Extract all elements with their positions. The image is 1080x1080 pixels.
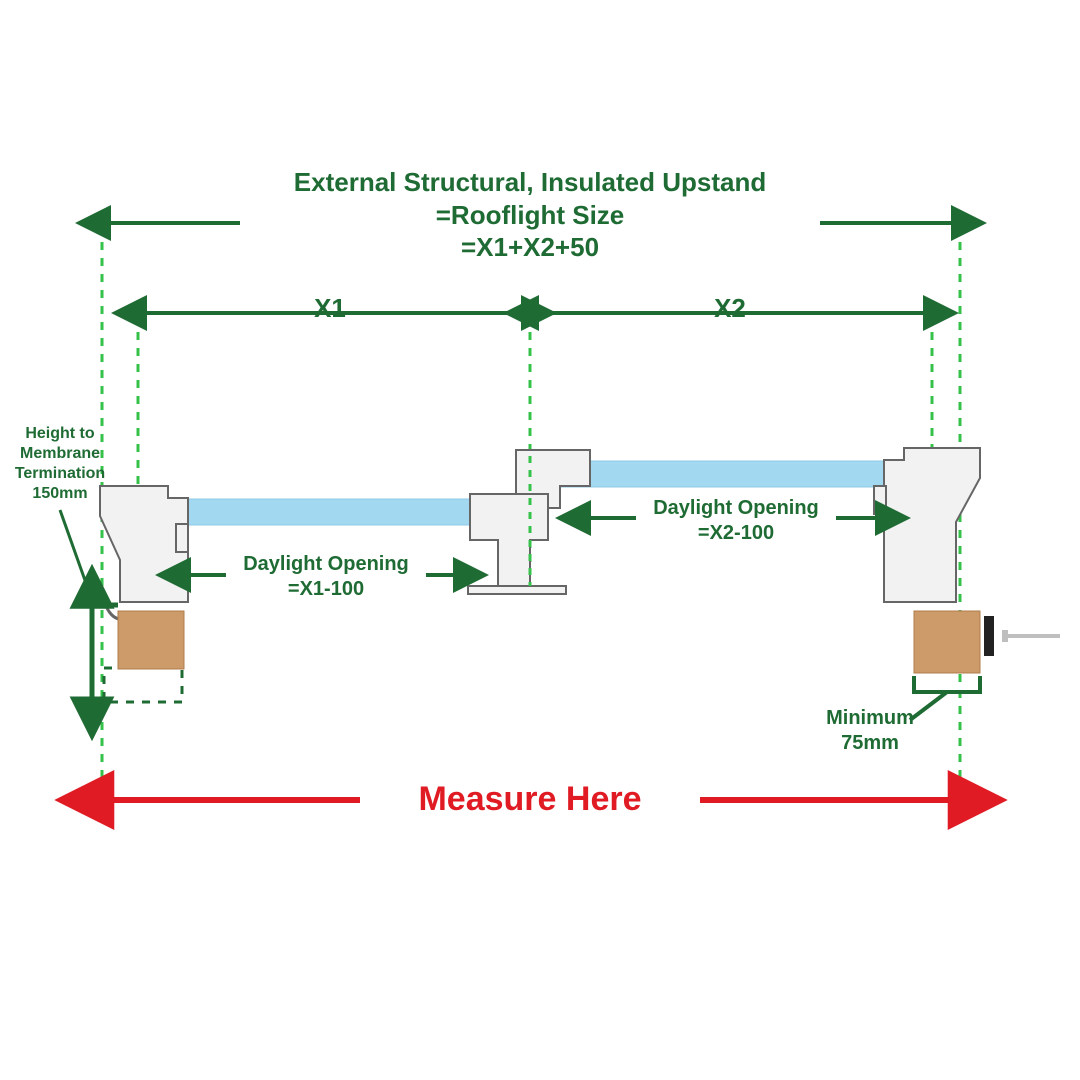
membrane-label: Height to Membrane Termination 150mm <box>0 424 120 504</box>
measure-here-label: Measure Here <box>360 780 700 819</box>
x1-label: X1 <box>300 292 360 325</box>
glass-pane-left <box>148 499 516 525</box>
membrane-termination-box <box>104 668 182 702</box>
title-line-1: External Structural, Insulated Upstand <box>240 166 820 199</box>
timber-left <box>118 611 184 669</box>
diagram-svg <box>0 0 1080 1080</box>
title-line-2: =Rooflight Size <box>240 199 820 232</box>
fixing-block <box>984 616 994 656</box>
title-line-3: =X1+X2+50 <box>240 231 820 264</box>
daylight-2-label: Daylight Opening =X2-100 <box>636 496 836 546</box>
minimum-label: Minimum 75mm <box>800 706 940 756</box>
height-arrow <box>82 605 118 700</box>
daylight-1-label: Daylight Opening =X1-100 <box>226 552 426 602</box>
frame-centre <box>468 450 590 594</box>
timber-right <box>914 611 980 673</box>
title-block: External Structural, Insulated Upstand =… <box>240 166 820 264</box>
glass-pane-right <box>558 461 930 487</box>
diagram-root: External Structural, Insulated Upstand =… <box>0 0 1080 1080</box>
frame-right <box>884 448 980 602</box>
x2-label: X2 <box>700 292 760 325</box>
